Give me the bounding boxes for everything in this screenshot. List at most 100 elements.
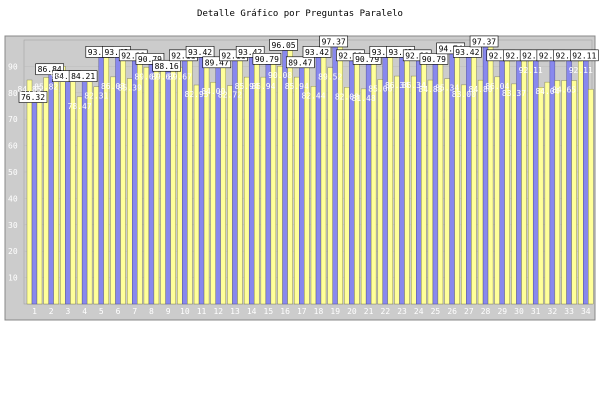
value-label-a-19: 92.11 (338, 51, 362, 60)
bar-c-2 (70, 81, 76, 305)
value-label-a-23: 92.11 (405, 51, 429, 60)
y-tick-label-1: 20 (8, 247, 18, 256)
bar-c-6 (137, 60, 143, 305)
bar-b-27 (477, 79, 484, 305)
value-label-b-27: 84.80 (469, 85, 493, 94)
value-label-box-a-11 (202, 56, 232, 69)
x-tick-label-31: 32 (548, 307, 558, 316)
y-tick-label-3: 40 (8, 194, 18, 203)
value-label-b-14: 85.94 (251, 82, 275, 91)
bar-b-12 (227, 85, 233, 305)
bar-a-0 (31, 102, 38, 305)
x-tick-label-27: 28 (481, 307, 491, 316)
value-label-b-6: 85.39 (118, 84, 142, 93)
bar-c-18 (337, 46, 343, 305)
bar-b-8 (160, 67, 166, 305)
value-label-a-25: 94.74 (439, 44, 463, 53)
value-label-b-31: 84.04 (535, 87, 559, 96)
value-label-b-32: 84.65 (552, 86, 576, 95)
x-tick-label-22: 23 (397, 307, 407, 316)
value-label-a-7: 90.79 (138, 55, 162, 64)
bar-b-9 (177, 67, 183, 305)
bar-b-24 (427, 79, 434, 305)
bar-a-23 (416, 60, 422, 305)
x-tick-label-17: 18 (314, 307, 324, 316)
bar-b-10 (193, 84, 200, 305)
value-label-b-23: 86.34 (402, 81, 426, 90)
bar-b-31 (544, 81, 551, 305)
bar-c-8 (170, 71, 176, 305)
value-label-box-a-14 (252, 53, 282, 65)
value-label-box-a-15 (269, 39, 298, 51)
bar-c-24 (437, 64, 444, 305)
value-label-a-30: 92.11 (522, 51, 546, 60)
value-label-a-33: 92.11 (572, 51, 596, 60)
bar-c-11 (220, 67, 226, 305)
bar-a-5 (115, 57, 121, 305)
bar-a-31 (549, 60, 556, 305)
value-label-a-15: 96.05 (272, 41, 296, 50)
value-label-b-2: 90.02 (51, 71, 75, 80)
bar-c-30 (537, 87, 544, 305)
bar-a-3 (81, 81, 88, 305)
bar-a-8 (165, 71, 171, 305)
bar-c-22 (404, 57, 410, 305)
value-label-a-16: 89.47 (288, 58, 312, 67)
value-label-a-18: 97.37 (322, 37, 346, 46)
bar-b-29 (511, 83, 517, 305)
value-label-a-5: 93.42 (104, 48, 128, 57)
bar-b-0 (26, 79, 33, 305)
x-tick-label-18: 19 (330, 307, 340, 316)
value-label-b-30: 92.11 (519, 66, 543, 75)
value-label-a-11: 89.47 (205, 58, 229, 67)
bar-c-13 (253, 57, 260, 305)
value-label-b-28: 86.04 (485, 82, 509, 91)
bar-a-33 (583, 60, 589, 305)
value-label-b-29: 83.37 (502, 89, 526, 98)
y-tick-label-2: 30 (8, 221, 18, 230)
bar-b-23 (411, 75, 417, 305)
bar-b-18 (327, 67, 333, 305)
x-tick-label-15: 16 (280, 307, 290, 316)
value-label-b-18: 89.52 (318, 73, 342, 82)
y-tick-label-5: 60 (8, 142, 18, 151)
value-label-b-22: 86.34 (385, 81, 409, 90)
value-label-box-a-27 (469, 35, 499, 48)
value-labels: 76.3284.8586.8485.8284.2190.0284.2178.47… (17, 35, 599, 111)
x-tick-label-5: 6 (116, 307, 121, 316)
x-tick-label-10: 11 (197, 307, 207, 316)
bar-a-1 (48, 74, 54, 305)
x-tick-label-19: 20 (347, 307, 357, 316)
bar-b-3 (76, 96, 83, 305)
bar-b-14 (260, 76, 267, 305)
value-label-a-29: 92.11 (505, 51, 529, 60)
y-tick-label-4: 50 (8, 168, 18, 177)
bar-c-33 (588, 88, 594, 305)
value-label-a-4: 93.42 (88, 48, 112, 57)
value-label-a-20: 90.79 (355, 55, 379, 64)
bar-a-32 (566, 60, 572, 305)
value-label-a-8: 88.16 (155, 62, 179, 71)
x-tick-label-32: 33 (564, 307, 574, 316)
x-tick-label-30: 31 (531, 307, 541, 316)
value-label-a-3: 84.21 (71, 72, 95, 81)
bar-c-21 (387, 57, 394, 305)
value-label-a-0: 76.32 (21, 93, 45, 102)
y-tick-label-8: 90 (8, 62, 18, 71)
value-label-box-a-10 (185, 46, 215, 58)
value-label-a-31: 92.11 (539, 51, 563, 60)
x-tick-label-9: 10 (180, 307, 190, 316)
x-tick-label-14: 15 (264, 307, 274, 316)
y-tick-label-7: 80 (8, 89, 18, 98)
value-label-a-10: 93.42 (188, 48, 212, 57)
bar-a-30 (532, 60, 539, 305)
bar-b-30 (527, 60, 534, 305)
value-label-box-a-13 (235, 46, 265, 58)
bar-b-33 (578, 60, 584, 305)
bar-b-20 (360, 88, 367, 305)
value-label-b-4: 82.31 (84, 92, 108, 101)
bar-a-22 (399, 57, 405, 305)
value-label-b-15: 90.08 (268, 71, 292, 80)
value-label-b-1: 85.82 (34, 82, 58, 91)
